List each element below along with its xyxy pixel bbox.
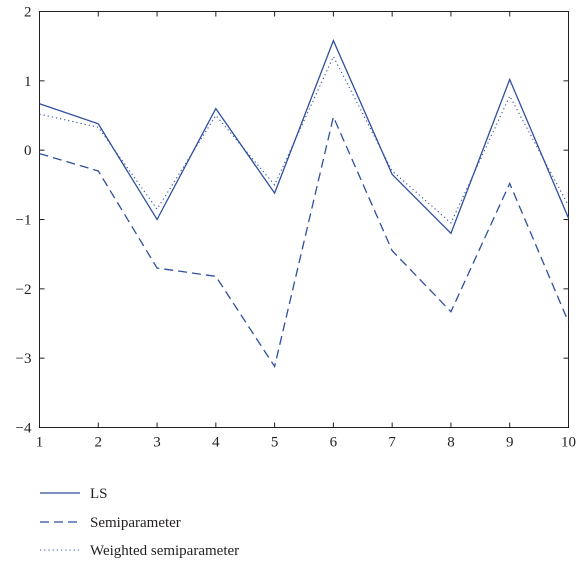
y-tick-label: 1 xyxy=(24,74,32,90)
legend-label: LS xyxy=(90,486,108,502)
x-tick-label: 10 xyxy=(561,435,576,451)
tick-marks xyxy=(39,11,569,428)
x-tick-label: 1 xyxy=(36,435,44,451)
legend-label: Weighted semiparameter xyxy=(90,543,239,559)
y-tick-label: −2 xyxy=(16,282,32,298)
x-tick-label: 2 xyxy=(95,435,103,451)
y-tick-label: −1 xyxy=(16,213,32,229)
y-tick-label: 2 xyxy=(24,5,32,21)
series-line-solid xyxy=(39,38,570,235)
y-tick-label: −3 xyxy=(16,351,32,367)
x-tick-label: 6 xyxy=(330,435,338,451)
x-tick-label: 5 xyxy=(271,435,279,451)
x-tick-labels: 1 2 3 4 5 6 7 8 9 10 xyxy=(36,435,576,451)
legend-label: Semiparameter xyxy=(90,515,181,531)
y-tick-label: −4 xyxy=(16,421,32,437)
legend: LS Semiparameter Weighted semiparameter xyxy=(40,486,239,559)
y-tick-labels: −4 −3 −2 −1 0 1 2 xyxy=(16,5,32,437)
y-tick-label: 0 xyxy=(24,143,32,159)
series-lines xyxy=(39,38,570,369)
x-tick-label: 3 xyxy=(153,435,161,451)
series-line-dashed xyxy=(39,114,570,369)
series-line-dotted xyxy=(39,55,569,224)
plot-frame xyxy=(39,11,569,428)
x-tick-label: 8 xyxy=(447,435,455,451)
x-tick-label: 4 xyxy=(212,435,220,451)
x-tick-label: 7 xyxy=(388,435,396,451)
x-tick-label: 9 xyxy=(506,435,514,451)
